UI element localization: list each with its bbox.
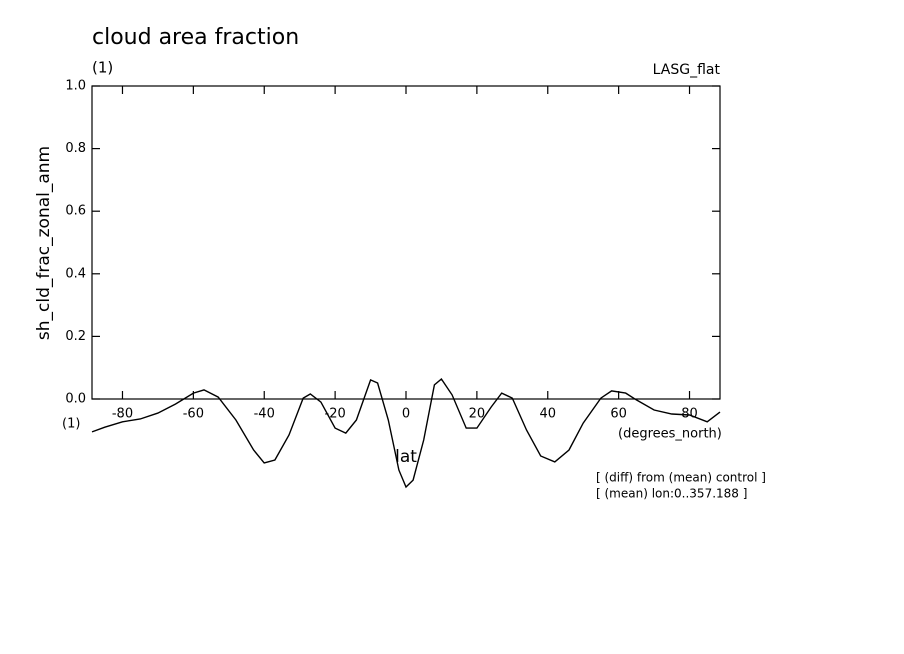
x-tick-label: -80 xyxy=(112,407,133,422)
y-tick-label: 0.0 xyxy=(65,392,86,407)
y-tick-label: 0.6 xyxy=(65,204,86,219)
x-tick-label: 20 xyxy=(469,407,486,422)
x-units: (degrees_north) xyxy=(618,427,722,442)
y-tick-label: 1.0 xyxy=(65,79,86,94)
x-tick-label: 0 xyxy=(402,407,410,422)
y-tick-label: 0.4 xyxy=(65,266,86,281)
y-units: (1) xyxy=(62,417,80,432)
note: [ (diff) from (mean) control ] xyxy=(596,471,766,485)
y-tick-label: 0.2 xyxy=(65,329,86,344)
plot-frame xyxy=(91,85,721,400)
note: [ (mean) lon:0..357.188 ] xyxy=(596,487,747,501)
x-axis-label: lat xyxy=(395,447,417,467)
x-tick-label: -40 xyxy=(254,407,275,422)
chart-title: cloud area fraction xyxy=(92,25,299,50)
x-tick-label: 80 xyxy=(681,407,698,422)
dataset: LASG_flat xyxy=(653,62,721,78)
y-axis-label: sh_cld_frac_zonal_anm xyxy=(34,146,54,340)
x-tick-label: 40 xyxy=(539,407,556,422)
x-tick-label: -60 xyxy=(183,407,204,422)
y-tick-label: 0.8 xyxy=(65,141,86,156)
data-line xyxy=(91,377,721,489)
x-tick-label: 60 xyxy=(610,407,627,422)
units: (1) xyxy=(92,59,113,77)
